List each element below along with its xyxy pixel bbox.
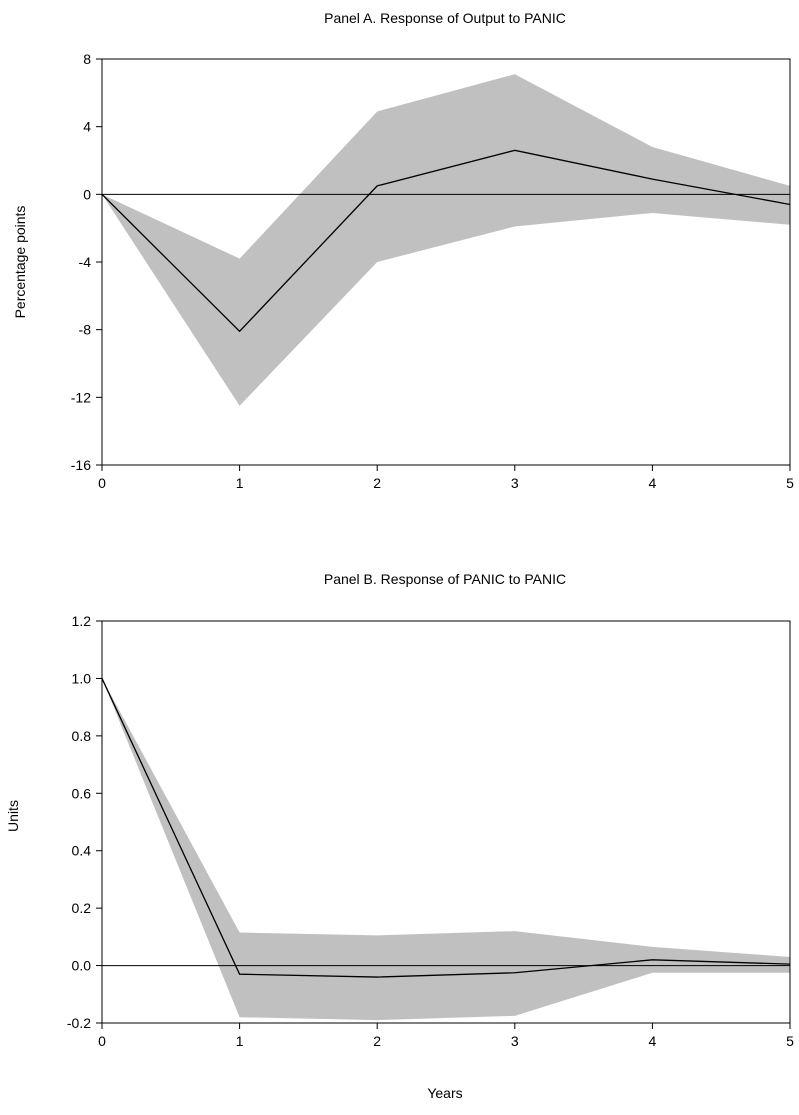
panel-a-y-tick-label: 0	[83, 186, 91, 202]
panel-a-x-tick-label: 5	[786, 475, 794, 491]
panel-b-title: Panel B. Response of PANIC to PANIC	[324, 571, 566, 587]
panel-b-x-tick-label: 4	[649, 1033, 657, 1049]
panel-a-y-tick-label: 8	[83, 51, 91, 67]
panel-a-x-tick-label: 0	[98, 475, 106, 491]
panel-b-y-tick-label: 0.0	[72, 958, 92, 974]
panel-b-y-tick-label: 1.0	[72, 670, 92, 686]
panel-b-y-tick-label: 0.2	[72, 900, 92, 916]
panel-b-line-layer	[101, 678, 791, 978]
panel-a-x-ticks: 0 1 2 3 4 5	[98, 465, 794, 491]
panel-b-x-tick-label: 1	[236, 1033, 244, 1049]
panel-b-x-tick-label: 0	[98, 1033, 106, 1049]
x-axis-title: Years	[427, 1085, 462, 1101]
panel-a-y-tick-label: -8	[79, 322, 92, 338]
panel-a-confidence-band	[102, 74, 790, 406]
panel-a-y-tick-label: -12	[71, 389, 91, 405]
panel-a-x-tick-label: 2	[373, 475, 381, 491]
panel-b-y-tick-label: 0.6	[72, 785, 92, 801]
panel-a-confidence-band-layer	[102, 74, 790, 406]
panel-a-title: Panel A. Response of Output to PANIC	[324, 10, 566, 26]
panel-b-x-tick-label: 3	[511, 1033, 519, 1049]
panel-a-y-tick-label: -16	[71, 457, 91, 473]
panel-a-x-tick-label: 1	[236, 475, 244, 491]
panel-a-x-tick-label: 3	[511, 475, 519, 491]
panel-b-y-ticks: -0.2 0.0 0.2 0.4 0.6 0.8 1.0 1.2	[67, 613, 102, 1031]
panel-b-y-tick-label: 1.2	[72, 613, 92, 629]
panel-b-confidence-band	[102, 678, 790, 1021]
panel-b-x-tick-label: 5	[786, 1033, 794, 1049]
panel-b: Panel B. Response of PANIC to PANIC Unit…	[5, 571, 794, 1049]
panel-b-x-ticks: 0 1 2 3 4 5	[98, 1023, 794, 1049]
panel-a-response-line	[101, 149, 791, 333]
panel-a-line-layer	[101, 149, 791, 333]
panel-b-y-axis-title: Units	[5, 800, 21, 832]
panel-a: Panel A. Response of Output to PANIC Per…	[12, 10, 794, 491]
panel-b-confidence-band-layer	[102, 678, 790, 1021]
panel-b-y-tick-label: 0.8	[72, 728, 92, 744]
panel-b-y-tick-label: 0.4	[72, 843, 92, 859]
panel-b-y-tick-label: -0.2	[67, 1015, 91, 1031]
panel-b-response-line	[101, 678, 791, 978]
panel-a-y-tick-label: 4	[83, 119, 91, 135]
panel-a-y-axis-title: Percentage points	[12, 206, 28, 319]
panel-a-y-ticks: -16 -12 -8 -4 0 4 8	[71, 51, 102, 473]
panel-a-x-tick-label: 4	[649, 475, 657, 491]
panel-b-x-tick-label: 2	[373, 1033, 381, 1049]
panel-b-plot-frame	[101, 620, 791, 1024]
panel-a-y-tick-label: -4	[79, 254, 92, 270]
